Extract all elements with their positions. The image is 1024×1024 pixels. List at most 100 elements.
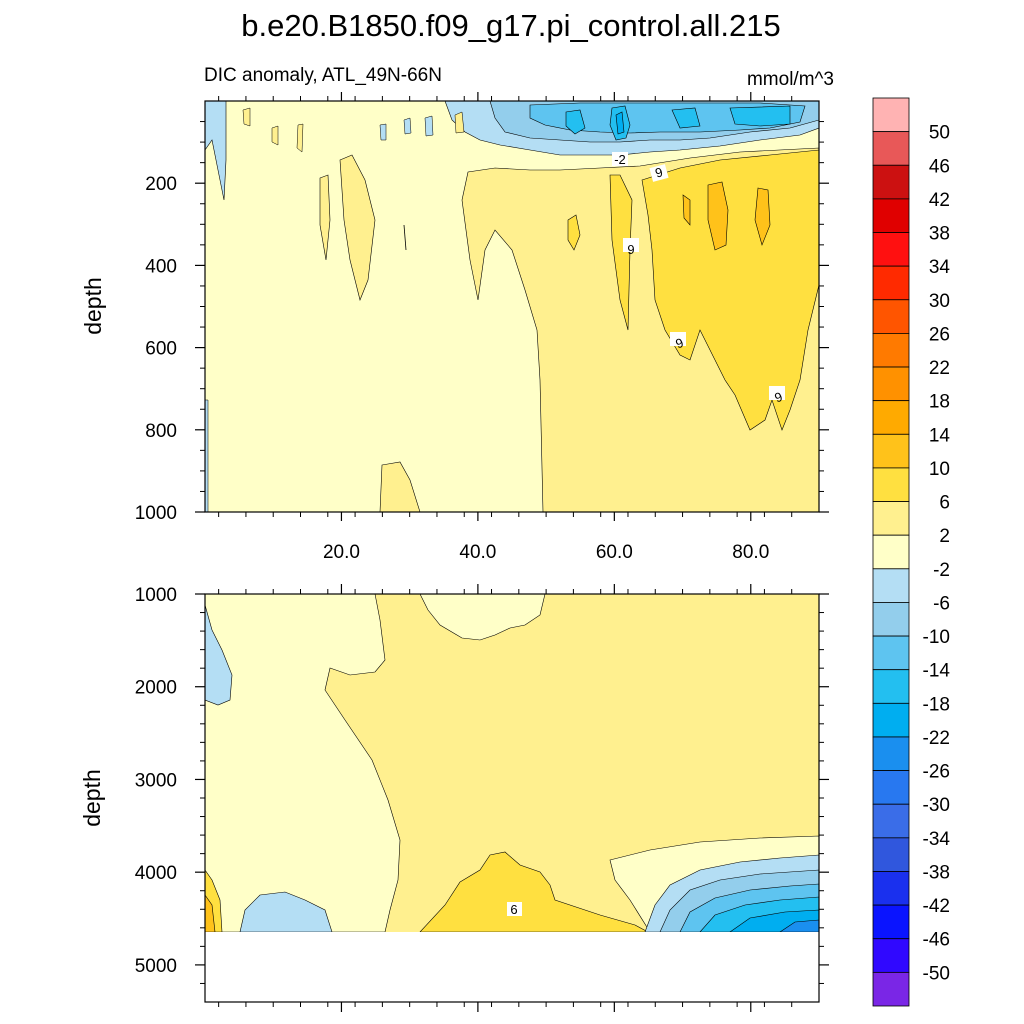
lower-y-axis-label: depth bbox=[79, 769, 105, 827]
upper-region-2-6-spot bbox=[242, 107, 251, 127]
colorbar-label: -46 bbox=[923, 930, 950, 951]
upper-x-tick-label: 40.0 bbox=[459, 542, 496, 563]
colorbar-label: -50 bbox=[923, 963, 950, 984]
colorbar-swatch bbox=[872, 736, 910, 771]
upper-contour-line bbox=[403, 224, 407, 251]
colorbar-swatch bbox=[872, 803, 910, 839]
colorbar-swatch bbox=[872, 333, 910, 368]
upper-region-6-10 bbox=[609, 174, 633, 331]
upper-region-neg-2-6-spot bbox=[424, 115, 434, 137]
colorbar-label: 18 bbox=[929, 392, 950, 413]
lower-region-neg-22-26 bbox=[779, 919, 819, 932]
upper-right-label: mmol/m^3 bbox=[747, 69, 834, 90]
upper-x-tick-label: 20.0 bbox=[323, 542, 360, 563]
colorbar-swatch bbox=[872, 938, 910, 973]
lower-contour-label: 6 bbox=[510, 902, 517, 917]
colorbar-label: 38 bbox=[929, 224, 950, 245]
upper-y-axis-label: depth bbox=[80, 277, 106, 335]
colorbar: 50 46 42 38 34 30 26 22 18 14 10 6 2 -2 -6 -10 -14 -18 -22… bbox=[872, 97, 951, 1007]
upper-region-neg-18-22 bbox=[615, 111, 625, 135]
colorbar-swatch bbox=[872, 837, 910, 872]
colorbar-swatch bbox=[872, 232, 910, 267]
lower-y-tick-label: 1000 bbox=[135, 585, 177, 606]
upper-contour-label: 6 bbox=[627, 242, 634, 257]
colorbar-label: -18 bbox=[923, 694, 950, 715]
colorbar-label: 50 bbox=[929, 123, 950, 144]
lower-ticks: 1000 2000 3000 4000 5000 bbox=[135, 584, 829, 1012]
lower-missing-data-area bbox=[205, 932, 819, 1007]
colorbar-label: -14 bbox=[923, 661, 951, 682]
colorbar-label: 26 bbox=[929, 324, 950, 345]
upper-contour-label: -2 bbox=[614, 152, 626, 167]
colorbar-label: -10 bbox=[923, 627, 950, 648]
colorbar-swatch bbox=[872, 702, 910, 738]
colorbar-label: 6 bbox=[939, 493, 950, 514]
colorbar-swatch bbox=[872, 635, 910, 671]
upper-region-neg-14-18 bbox=[671, 107, 701, 129]
lower-region-10-14 bbox=[205, 894, 216, 932]
colorbar-label: -26 bbox=[923, 762, 950, 783]
colorbar-swatch bbox=[872, 534, 910, 570]
colorbar-label: -38 bbox=[923, 862, 950, 883]
lower-region-neg-2-6 bbox=[239, 891, 333, 932]
upper-y-tick-label: 600 bbox=[145, 339, 177, 360]
colorbar-label: -22 bbox=[923, 728, 950, 749]
colorbar-swatch bbox=[872, 97, 910, 133]
upper-region-neg-2-6 bbox=[205, 101, 227, 201]
colorbar-swatch bbox=[872, 467, 910, 502]
upper-region-2-6-lobe bbox=[339, 154, 376, 301]
upper-contour-labels: -2 6 6 6 6 bbox=[612, 152, 785, 406]
upper-region-neg-14-18 bbox=[729, 105, 791, 127]
upper-region-2-6-lobe bbox=[379, 461, 421, 512]
colorbar-label: 42 bbox=[929, 190, 950, 211]
upper-region-neg-2-6-spot bbox=[379, 123, 387, 141]
colorbar-swatch bbox=[872, 501, 910, 536]
lower-contour-labels: 6 bbox=[507, 902, 522, 917]
colorbar-swatch bbox=[872, 265, 910, 301]
upper-contour-label: 6 bbox=[674, 335, 686, 352]
lower-y-tick-label: 3000 bbox=[135, 770, 177, 791]
lower-panel bbox=[205, 594, 819, 932]
colorbar-label: 22 bbox=[929, 358, 950, 379]
upper-x-tick-label: 80.0 bbox=[732, 542, 769, 563]
upper-region-2-6-lobe bbox=[319, 174, 331, 261]
lower-region-neg-2-2 bbox=[419, 594, 546, 641]
colorbar-swatch bbox=[872, 433, 910, 469]
upper-region-6-10 bbox=[567, 214, 581, 251]
colorbar-swatch bbox=[872, 770, 910, 805]
colorbar-label: 10 bbox=[929, 459, 950, 480]
colorbar-swatch bbox=[872, 904, 910, 940]
colorbar-swatch bbox=[872, 400, 910, 435]
upper-region-10-14 bbox=[754, 187, 771, 246]
colorbar-swatch bbox=[872, 299, 910, 334]
colorbar-label: -2 bbox=[933, 560, 950, 581]
upper-contour-label: 6 bbox=[773, 389, 785, 406]
upper-y-tick-label: 1000 bbox=[135, 503, 177, 524]
lower-region-neg-2-6 bbox=[205, 604, 233, 706]
lower-y-tick-label: 2000 bbox=[135, 678, 177, 699]
lower-y-tick-label: 4000 bbox=[135, 863, 177, 884]
colorbar-swatch bbox=[872, 131, 910, 166]
upper-region-2-6-spot bbox=[271, 125, 279, 146]
colorbar-label: 14 bbox=[929, 425, 951, 446]
colorbar-swatch bbox=[872, 669, 910, 704]
colorbar-swatch bbox=[872, 164, 910, 200]
colorbar-swatch bbox=[872, 602, 910, 637]
upper-y-tick-label: 800 bbox=[145, 421, 177, 442]
upper-panel bbox=[205, 101, 819, 512]
upper-region-10-14 bbox=[682, 194, 691, 226]
upper-ticks: 20.0 40.0 60.0 80.0 200 400 600 800 1000 bbox=[135, 92, 829, 563]
upper-contour-label: 6 bbox=[653, 164, 664, 180]
colorbar-label: 30 bbox=[929, 291, 950, 312]
figure-title: b.e20.B1850.f09_g17.pi_control.all.215 bbox=[241, 8, 781, 43]
colorbar-label: 46 bbox=[929, 156, 950, 177]
upper-region-neg-14-18 bbox=[565, 109, 586, 135]
colorbar-label: -6 bbox=[933, 593, 950, 614]
lower-y-tick-label: 5000 bbox=[135, 956, 177, 977]
upper-x-tick-label: 60.0 bbox=[596, 542, 633, 563]
upper-y-tick-label: 200 bbox=[145, 174, 177, 195]
colorbar-swatch bbox=[872, 198, 910, 233]
upper-region-10-14 bbox=[707, 181, 729, 251]
upper-region-neg-2-6-strip bbox=[205, 399, 209, 512]
upper-left-label: DIC anomaly, ATL_49N-66N bbox=[204, 65, 442, 86]
